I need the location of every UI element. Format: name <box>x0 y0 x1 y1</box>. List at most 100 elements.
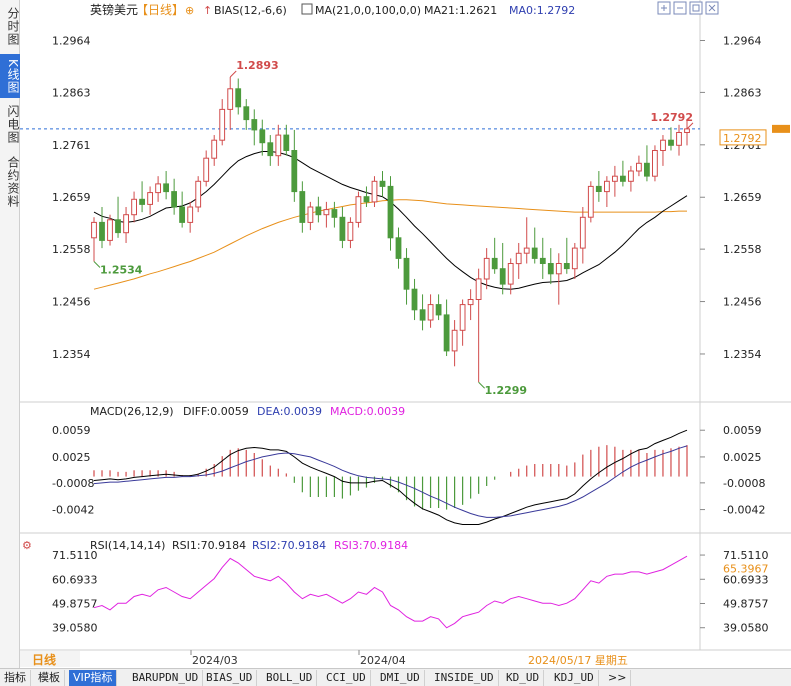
candle-body <box>459 304 466 331</box>
tab-vip-indicators[interactable]: VIP指标 <box>69 670 118 686</box>
rsi-axis-tick-label-left: 39.0580 <box>52 622 98 635</box>
candle-body <box>323 209 330 216</box>
rsi-path <box>93 555 688 629</box>
tab-barupdn[interactable]: BARUPDN_UD <box>128 670 204 686</box>
annotation-leader <box>229 70 237 78</box>
candlestick-series <box>91 76 690 383</box>
last-price-arrow-icon <box>772 124 790 133</box>
period-selector[interactable]: 日线 <box>32 652 56 667</box>
candle-body <box>507 263 514 285</box>
candle-body <box>483 257 490 280</box>
ma-label: MA(21,0,0,100,0,0) <box>315 4 421 17</box>
tab-bias[interactable]: BIAS_UD <box>202 670 258 686</box>
tab-boll[interactable]: BOLL_UD <box>262 670 318 686</box>
candle-body <box>171 191 177 208</box>
restore-icon[interactable] <box>689 1 703 15</box>
last-price-marker: 1.2792 <box>719 124 790 146</box>
price-axis-tick-label-right: 1.2659 <box>723 191 762 204</box>
candle-body <box>107 219 113 241</box>
candle-body <box>676 132 682 146</box>
date-tick-march: 2024/03 <box>192 654 238 667</box>
candle-body <box>267 142 274 157</box>
tab-flash-chart[interactable]: 闪电图 <box>6 104 20 144</box>
last-price-box <box>719 129 767 146</box>
price-axis-tick-label-left: 1.2558 <box>52 243 91 256</box>
up-arrow-icon: ↑ <box>203 4 212 17</box>
candle-body <box>131 198 137 216</box>
candle-body <box>315 206 322 216</box>
ma0-label: MA0:1.2792 <box>509 4 575 17</box>
price-annotation: 1.2534 <box>100 263 143 276</box>
price-axis-tick-label-left: 1.2659 <box>52 191 91 204</box>
candle-body <box>403 257 410 290</box>
candle-body <box>387 185 394 239</box>
candle-body <box>499 268 506 285</box>
candle-body <box>395 237 402 259</box>
tab-more[interactable]: >> <box>604 670 632 686</box>
candle-body <box>563 263 570 270</box>
candle-body <box>411 288 418 311</box>
price-axis-tick-label-left: 1.2964 <box>52 35 91 48</box>
candle-body <box>139 198 145 205</box>
candle-body <box>660 139 666 151</box>
rsi-axis-tick-label-left: 60.6933 <box>52 573 98 586</box>
candle-body <box>435 304 442 316</box>
candle-body <box>363 196 370 203</box>
price-annotation: 1.2299 <box>485 384 527 397</box>
candle-body <box>419 309 426 321</box>
candle-body <box>91 221 97 239</box>
candle-body <box>443 314 450 352</box>
macd-axis-tick-label-left: -0.0042 <box>52 504 94 517</box>
rsi-y-axis: 71.5110 71.5110 60.6933 60.6933 49.8757 49.87… <box>52 549 769 635</box>
ma-checkbox-icon[interactable] <box>301 3 313 15</box>
rsi3-label: RSI3:70.9184 <box>334 539 408 552</box>
tab-timeshare[interactable]: 分时图 <box>6 6 20 46</box>
tab-cci[interactable]: CCI_UD <box>322 670 371 686</box>
bias-label: BIAS(12,-6,6) <box>214 4 287 17</box>
macd-dea-label: DEA:0.0039 <box>257 405 322 418</box>
macd-name: MACD(26,12,9) <box>90 405 174 418</box>
candle-body <box>339 216 346 241</box>
price-annotations: 1.2893 1.2534 1.2299 1.2792 <box>93 59 694 397</box>
rsi-axis-tick-label-right: 71.5110 <box>723 549 769 562</box>
tab-kdj[interactable]: KDJ_UD <box>550 670 599 686</box>
macd-value-label: MACD:0.0039 <box>330 405 405 418</box>
candle-body <box>115 219 121 234</box>
settings-icon[interactable]: ⊕ <box>185 4 194 17</box>
candle-body <box>243 106 250 121</box>
zoom-in-icon[interactable] <box>657 1 671 15</box>
tab-templates[interactable]: 模板 <box>34 670 65 686</box>
zoom-out-icon[interactable] <box>673 1 687 15</box>
candle-body <box>636 162 642 172</box>
candle-body <box>99 221 105 241</box>
macd-lines <box>93 429 688 525</box>
macd-diff-label: DIFF:0.0059 <box>183 405 249 418</box>
candle-body <box>195 180 202 208</box>
tab-kline[interactable]: K线图 <box>0 54 20 98</box>
candle-body <box>219 108 226 141</box>
candle-body <box>123 214 129 234</box>
tab-inside[interactable]: INSIDE_UD <box>430 670 499 686</box>
price-axis-tick-label-right: 1.2863 <box>723 86 762 99</box>
tab-contract-info[interactable]: 合约资料 <box>6 156 20 208</box>
price-axis-tick-label-left: 1.2354 <box>52 348 91 361</box>
close-icon[interactable] <box>705 1 719 15</box>
candle-body <box>427 304 434 321</box>
macd-axis-tick-label-left: 0.0025 <box>52 451 91 464</box>
candle-body <box>595 185 602 192</box>
candle-body <box>555 263 562 275</box>
tab-indicators[interactable]: 指标 <box>0 670 31 686</box>
candle-body <box>491 257 498 270</box>
tab-dmi[interactable]: DMI_UD <box>376 670 425 686</box>
macd-axis-tick-label-right: 0.0025 <box>723 451 762 464</box>
macd-axis-tick-label-left: 0.0059 <box>52 424 91 437</box>
candle-body <box>227 88 234 110</box>
price-axis-tick-label-left: 1.2863 <box>52 86 91 99</box>
candle-body <box>259 129 266 144</box>
candle-body <box>251 119 258 131</box>
annotation-leader <box>686 122 694 130</box>
macd-y-axis: 0.0059 0.0059 0.0025 0.0025 -0.0008 -0.0008 -0… <box>52 424 765 516</box>
rsi-settings-icon[interactable]: ⚙ <box>22 539 32 552</box>
tab-kd[interactable]: KD_UD <box>502 670 545 686</box>
price-axis-tick-label-right: 1.2354 <box>723 348 762 361</box>
